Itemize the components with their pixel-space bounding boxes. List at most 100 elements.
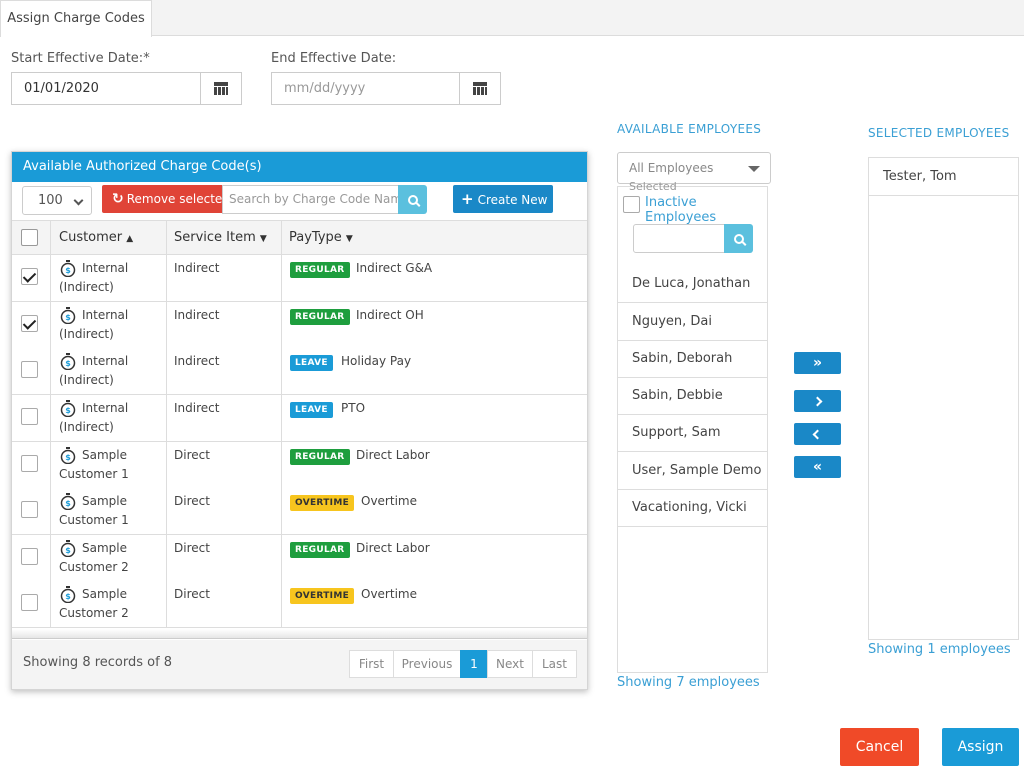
table-row[interactable]: $ Sample Customer 2 Direct REGULAR Direct Lab… — [12, 535, 587, 582]
charge-code-search-input[interactable]: Search by Charge Code Name — [222, 185, 399, 214]
customer-line1: Sample — [82, 494, 127, 508]
double-chevron-right-icon: » — [812, 355, 823, 371]
employee-filter-select[interactable]: All Employees — [617, 152, 771, 184]
customer-line1: Internal — [82, 354, 129, 368]
column-divider — [166, 221, 167, 254]
row-checkbox[interactable] — [21, 455, 38, 472]
column-service-item[interactable]: Service Item ▼ — [174, 230, 267, 245]
tab-bar — [0, 0, 1024, 36]
service-item: Direct — [174, 587, 210, 601]
column-divider — [166, 255, 167, 302]
paytype-badge: REGULAR — [290, 262, 350, 278]
end-date-input[interactable]: mm/dd/yyyy — [271, 72, 461, 105]
column-divider — [166, 535, 167, 582]
employee-list-item[interactable]: De Luca, Jonathan — [618, 265, 767, 303]
customer-line1: Sample — [82, 587, 127, 601]
service-item: Direct — [174, 448, 210, 462]
cancel-button[interactable]: Cancel — [840, 728, 919, 766]
employee-list-item[interactable]: Nguyen, Dai — [618, 303, 767, 341]
row-checkbox[interactable] — [21, 315, 38, 332]
svg-text:$: $ — [65, 359, 71, 368]
inactive-employees-label[interactable]: Inactive Employees — [645, 195, 717, 225]
selected-employee-item[interactable]: Tester, Tom — [869, 158, 1018, 196]
column-divider — [281, 535, 282, 582]
start-date-input[interactable]: 01/01/2020 — [11, 72, 201, 105]
move-right-button[interactable] — [794, 390, 841, 412]
move-all-left-button[interactable]: « — [794, 456, 841, 478]
charge-code-name: Overtime — [361, 494, 417, 508]
charge-code-name: Indirect OH — [356, 308, 424, 322]
tab-assign-charge-codes[interactable]: Assign Charge Codes — [0, 0, 152, 37]
paytype-badge: REGULAR — [290, 309, 350, 325]
table-row[interactable]: $ Internal (Indirect) Indirect LEAVE PTO — [12, 395, 587, 442]
column-divider — [281, 255, 282, 302]
inactive-employees-checkbox[interactable] — [623, 196, 640, 213]
customer-line1: Internal — [82, 401, 129, 415]
column-divider — [166, 395, 167, 442]
pager-last[interactable]: Last — [532, 650, 577, 678]
selected-employees-list: Tester, Tom — [868, 157, 1019, 640]
row-checkbox[interactable] — [21, 501, 38, 518]
assign-button[interactable]: Assign — [942, 728, 1019, 766]
customer-line2: Customer 1 — [59, 467, 129, 481]
customer-line2: Customer 1 — [59, 513, 129, 527]
chevron-right-icon — [812, 396, 823, 406]
employee-list-item[interactable]: Support, Sam — [618, 414, 767, 452]
table-row[interactable]: $ Internal (Indirect) Indirect LEAVE Holiday … — [12, 348, 587, 395]
move-left-button[interactable] — [794, 423, 841, 445]
sort-icon: ▼ — [259, 234, 267, 244]
svg-text:$: $ — [65, 453, 71, 462]
move-all-right-button[interactable]: » — [794, 352, 841, 374]
pager-next[interactable]: Next — [487, 650, 533, 678]
column-divider — [166, 442, 167, 489]
start-date-calendar-button[interactable] — [200, 72, 242, 105]
charge-code-search-button[interactable] — [398, 185, 427, 214]
row-checkbox[interactable] — [21, 408, 38, 425]
table-row[interactable]: $ Internal (Indirect) Indirect REGULAR Indire… — [12, 255, 587, 302]
column-divider — [166, 581, 167, 628]
employee-list-item[interactable]: Vacationing, Vicki — [618, 489, 767, 527]
stopwatch-dollar-icon: $ — [60, 307, 76, 324]
pager-previous[interactable]: Previous — [393, 650, 461, 678]
selected-employees-count: Showing 1 employees — [868, 642, 1011, 657]
employee-search-input[interactable] — [633, 224, 725, 253]
charge-code-name: Overtime — [361, 587, 417, 601]
charge-code-name: Direct Labor — [356, 541, 430, 555]
employee-search-button[interactable] — [724, 224, 753, 253]
customer-line2: (Indirect) — [59, 373, 114, 387]
column-divider — [50, 221, 51, 254]
column-divider — [50, 302, 51, 349]
svg-text:$: $ — [65, 546, 71, 555]
column-divider — [166, 488, 167, 535]
row-checkbox[interactable] — [21, 594, 38, 611]
row-checkbox[interactable] — [21, 268, 38, 285]
customer-line2: (Indirect) — [59, 420, 114, 434]
employee-list-item[interactable]: Sabin, Debbie — [618, 377, 767, 415]
table-row[interactable]: $ Sample Customer 1 Direct OVERTIME Overtime — [12, 488, 587, 535]
row-checkbox[interactable] — [21, 361, 38, 378]
column-customer[interactable]: Customer ▲ — [59, 230, 134, 245]
charge-code-name: Indirect G&A — [356, 261, 433, 275]
column-paytype[interactable]: PayType ▼ — [289, 230, 353, 245]
stopwatch-dollar-icon: $ — [60, 353, 76, 370]
table-row[interactable]: $ Sample Customer 2 Direct OVERTIME Overtime — [12, 581, 587, 628]
available-employees-count: Showing 7 employees — [617, 675, 760, 690]
charge-code-name: Direct Labor — [356, 448, 430, 462]
end-date-calendar-button[interactable] — [459, 72, 501, 105]
employee-list-item[interactable]: Sabin, Deborah — [618, 340, 767, 378]
page-size-select[interactable]: 100 — [22, 186, 92, 215]
table-scrollbar[interactable] — [12, 629, 587, 639]
stopwatch-dollar-icon: $ — [60, 586, 76, 603]
column-divider — [281, 221, 282, 254]
pager-first[interactable]: First — [349, 650, 394, 678]
remove-selected-button[interactable]: ↻ Remove selected — [102, 185, 224, 213]
table-row[interactable]: $ Internal (Indirect) Indirect REGULAR Indire… — [12, 302, 587, 349]
customer-line1: Internal — [82, 308, 129, 322]
row-checkbox[interactable] — [21, 548, 38, 565]
table-row[interactable]: $ Sample Customer 1 Direct REGULAR Direct Lab… — [12, 442, 587, 489]
create-new-button[interactable]: + Create New — [453, 185, 553, 213]
panel-title: Available Authorized Charge Code(s) — [12, 152, 587, 182]
employee-list-item[interactable]: User, Sample Demo — [618, 452, 767, 490]
select-all-checkbox[interactable] — [21, 229, 38, 246]
pager-page-1[interactable]: 1 — [460, 650, 488, 678]
